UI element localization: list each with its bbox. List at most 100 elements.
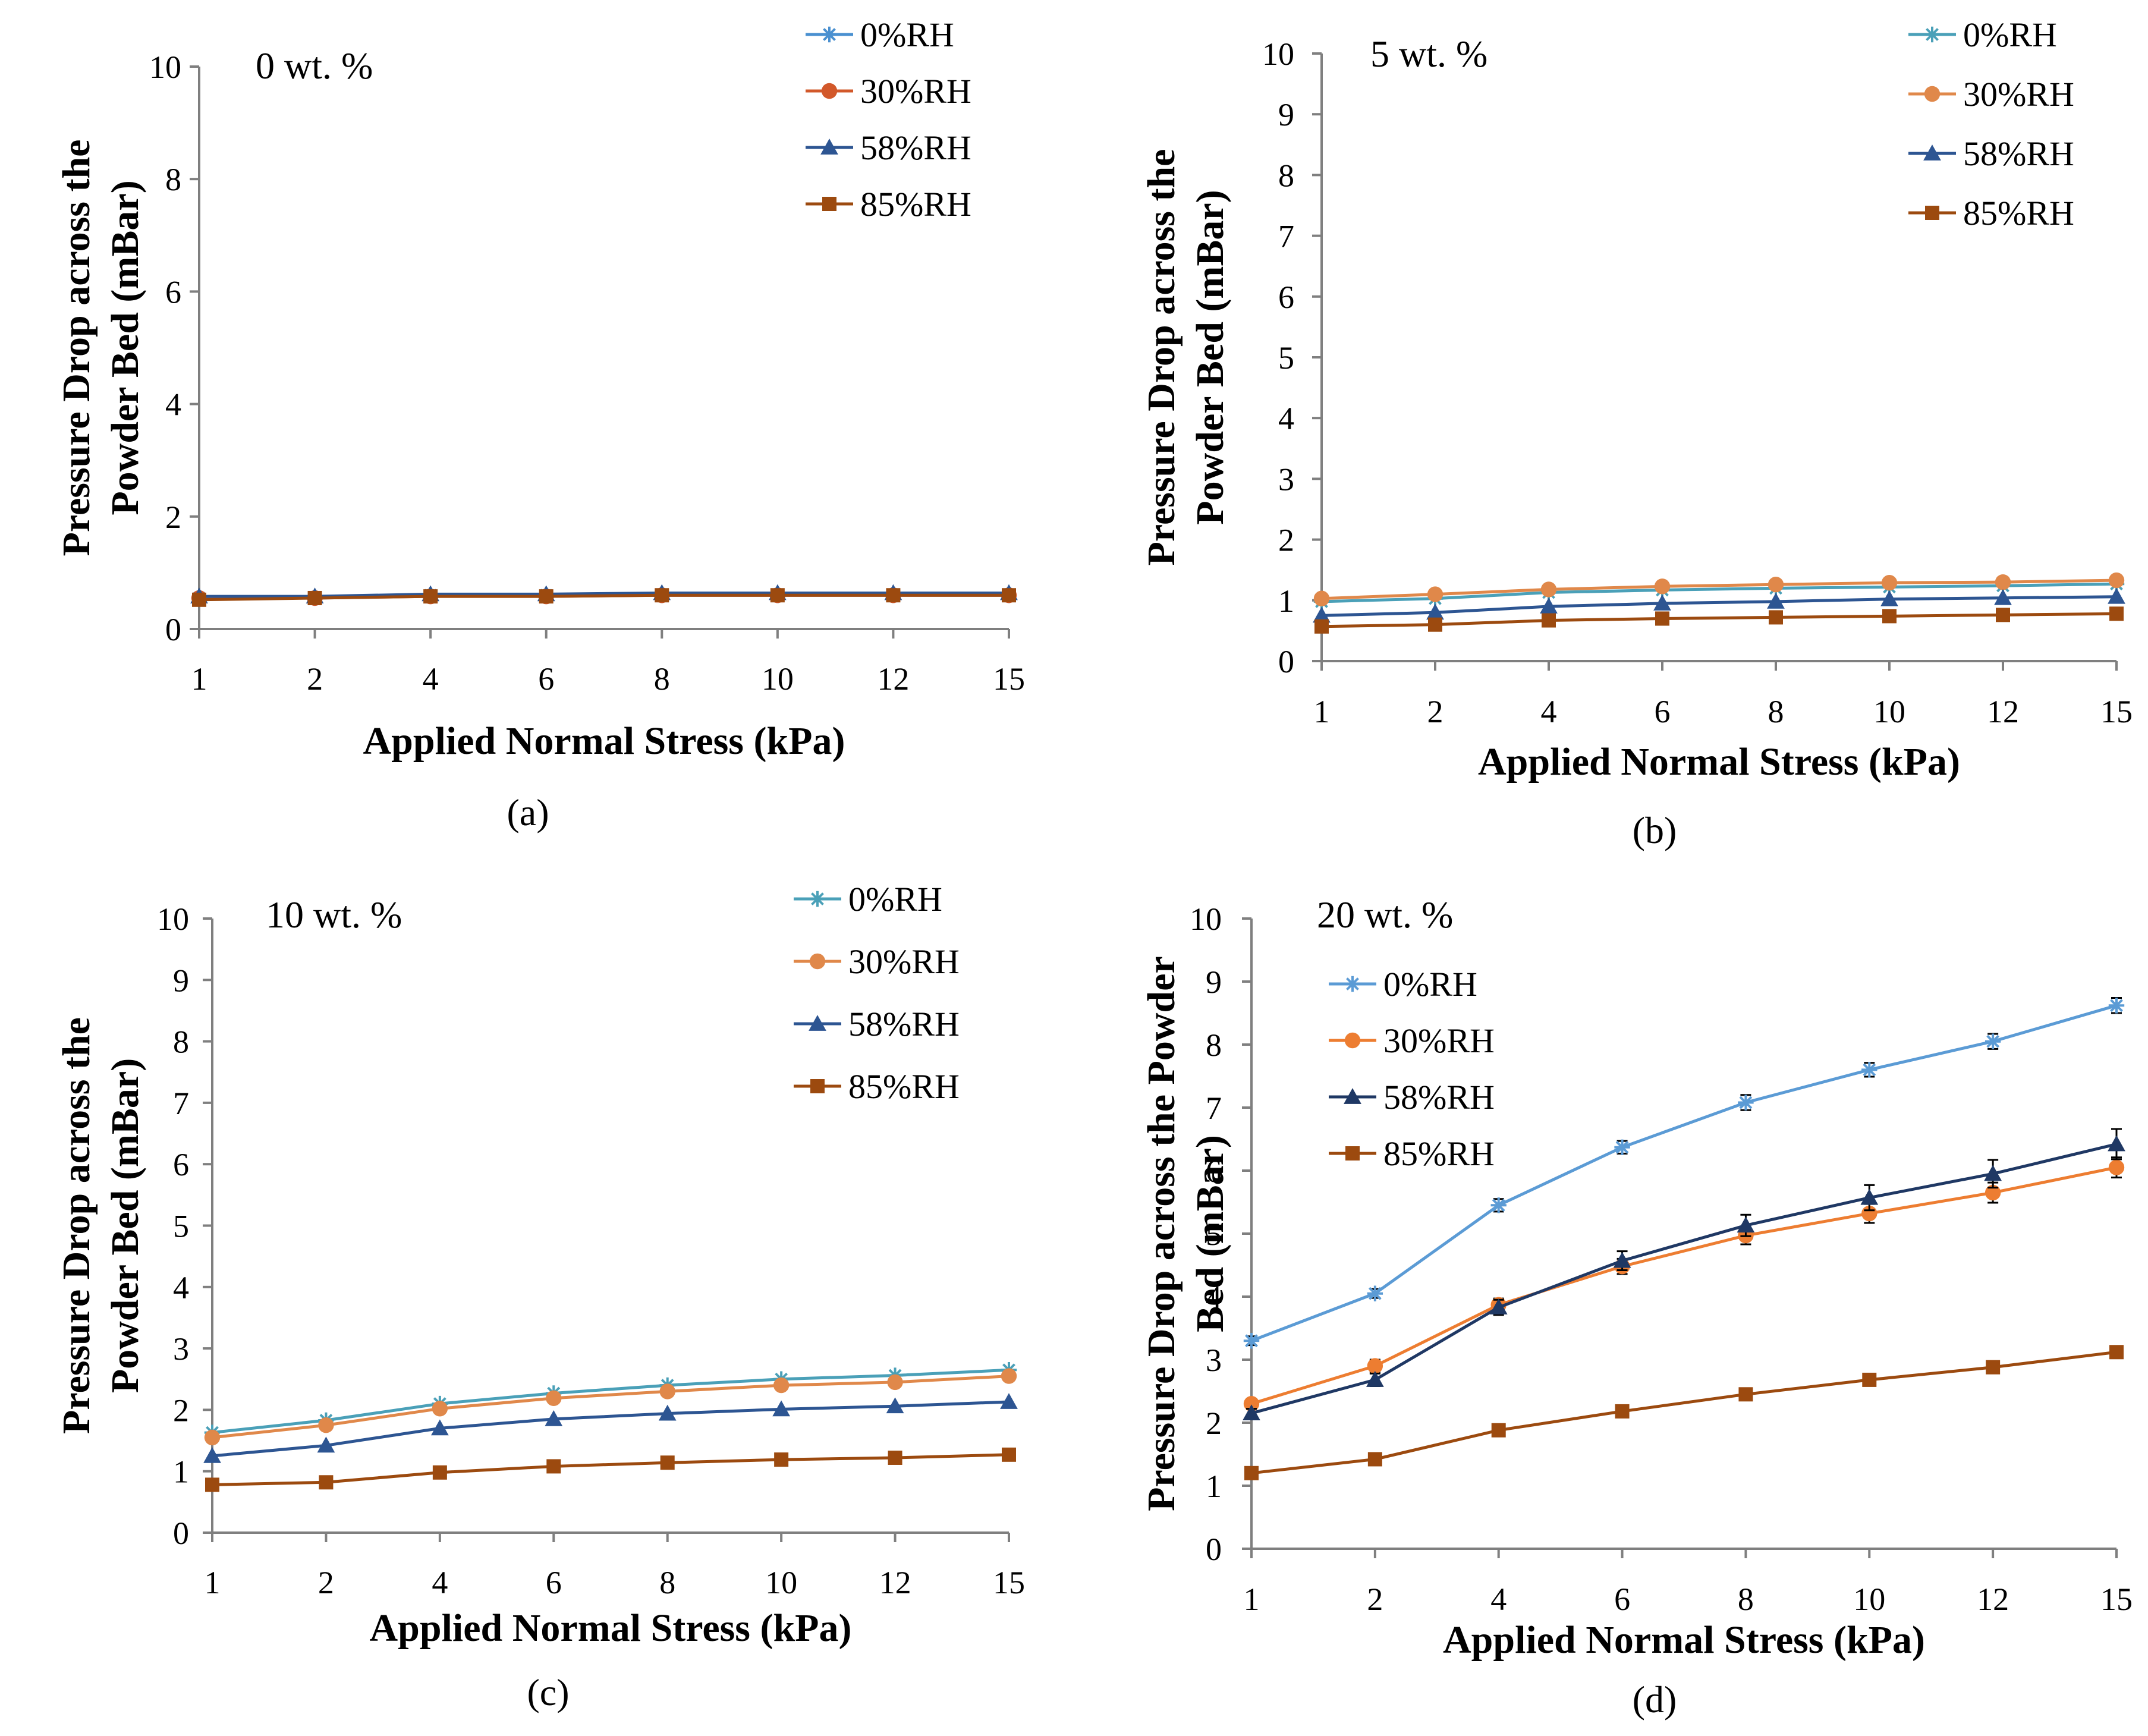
- legend-marker: [809, 953, 826, 970]
- y-axis-title-line: Pressure Drop across the: [1140, 149, 1183, 566]
- y-tick-label: 7: [1206, 1090, 1222, 1126]
- panel-label: (c): [527, 1671, 569, 1713]
- series-line: [212, 1400, 1009, 1458]
- legend-label: 85%RH: [848, 1067, 960, 1106]
- legend-entry: 85%RH: [794, 1067, 960, 1106]
- y-axis-title-line: Pressure Drop across the: [55, 1017, 98, 1434]
- legend-marker: [821, 83, 838, 99]
- series-line: [212, 1368, 1009, 1435]
- panel-label: (a): [507, 791, 549, 834]
- y-tick-label: 2: [1206, 1405, 1222, 1441]
- panel-label: (b): [1633, 809, 1677, 851]
- y-tick-label: 8: [165, 162, 181, 197]
- data-point: [1427, 586, 1443, 602]
- x-tick-label: 1: [205, 1565, 221, 1600]
- y-tick-label: 10: [1190, 901, 1222, 937]
- legend-entry: 30%RH: [794, 942, 960, 981]
- y-tick-label: 8: [173, 1024, 189, 1060]
- y-tick-label: 3: [173, 1331, 189, 1367]
- y-tick-label: 5: [1206, 1216, 1222, 1252]
- series-30pct-rh: [204, 1368, 1017, 1446]
- y-tick-label: 9: [1278, 97, 1294, 133]
- data-point: [1860, 1188, 1879, 1205]
- series-line: [1321, 578, 2117, 600]
- x-tick-label: 10: [765, 1565, 797, 1600]
- x-tick-label: 10: [1853, 1581, 1885, 1617]
- data-point: [1738, 1095, 1754, 1111]
- series-85pct-rh: [1314, 606, 2124, 634]
- series-line: [1251, 1350, 2117, 1475]
- y-tick-label: 1: [1206, 1468, 1222, 1504]
- x-tick-label: 4: [1541, 694, 1557, 729]
- legend-entry: 0%RH: [806, 15, 954, 54]
- y-tick-label: 6: [1278, 279, 1294, 315]
- legend-label: 30%RH: [1963, 75, 2074, 114]
- y-tick-label: 6: [165, 274, 181, 310]
- y-tick-label: 1: [173, 1454, 189, 1490]
- x-tick-label: 2: [1367, 1581, 1383, 1617]
- data-point: [774, 1452, 789, 1467]
- data-point: [1767, 592, 1785, 609]
- legend-entry: 58%RH: [1908, 134, 2074, 173]
- data-point: [1861, 1062, 1877, 1078]
- legend-marker: [1924, 26, 1941, 43]
- legend-marker: [1344, 1088, 1361, 1104]
- legend-label: 0%RH: [860, 15, 954, 54]
- data-point: [887, 1374, 903, 1391]
- y-tick-label: 0: [165, 612, 181, 647]
- data-point: [2108, 1135, 2125, 1152]
- legend-label: 58%RH: [860, 128, 971, 167]
- x-tick-label: 1: [191, 661, 207, 697]
- y-tick-label: 10: [149, 49, 181, 85]
- data-point: [772, 1400, 791, 1417]
- x-tick-label: 6: [546, 1565, 562, 1600]
- data-point: [1491, 1423, 1506, 1438]
- y-tick-label: 9: [173, 963, 189, 998]
- legend-marker: [1923, 144, 1941, 161]
- data-point: [1367, 1358, 1383, 1374]
- legend-label: 30%RH: [860, 72, 971, 111]
- data-point: [1000, 1393, 1018, 1409]
- legend-marker: [1925, 206, 1939, 220]
- legend-marker: [1344, 976, 1361, 992]
- legend-entry: 0%RH: [794, 880, 942, 919]
- data-point: [1996, 608, 2010, 622]
- legend-entry: 30%RH: [1908, 75, 2074, 114]
- series-line: [212, 1375, 1009, 1439]
- data-point: [1540, 597, 1558, 614]
- y-tick-label: 9: [1206, 964, 1222, 1000]
- y-tick-label: 4: [173, 1270, 189, 1306]
- legend-label: 0%RH: [848, 880, 942, 919]
- legend-label: 30%RH: [848, 942, 960, 981]
- data-point: [307, 590, 322, 605]
- legend-marker: [1344, 1032, 1361, 1049]
- y-axis-title-line: Pressure Drop across the: [55, 140, 98, 556]
- series-line: [1251, 1004, 2117, 1342]
- data-point: [423, 589, 438, 604]
- y-tick-label: 0: [1206, 1531, 1222, 1567]
- y-axis-title-line: Powder Bed (mBar): [103, 1058, 147, 1393]
- panel-label: (d): [1633, 1678, 1677, 1721]
- x-tick-label: 12: [1987, 694, 2019, 729]
- y-tick-label: 10: [1262, 36, 1294, 72]
- legend-label: 58%RH: [1963, 134, 2074, 173]
- data-point: [1614, 1139, 1630, 1155]
- y-tick-label: 2: [173, 1392, 189, 1428]
- legend-entry: 58%RH: [794, 1005, 960, 1043]
- x-axis-title: Applied Normal Stress (kPa): [1443, 1618, 1925, 1662]
- y-tick-label: 4: [1206, 1279, 1222, 1315]
- legend-marker: [809, 1015, 826, 1031]
- legend-label: 85%RH: [860, 185, 971, 224]
- data-point: [1367, 1452, 1382, 1467]
- data-point: [1313, 590, 1330, 606]
- y-tick-label: 0: [1278, 644, 1294, 680]
- legend-label: 30%RH: [1383, 1021, 1495, 1060]
- y-tick-label: 6: [1206, 1153, 1222, 1189]
- data-point: [1738, 1387, 1753, 1402]
- legend-entry: 58%RH: [1329, 1078, 1495, 1117]
- data-point: [1985, 1033, 2001, 1049]
- legend-marker: [1345, 1146, 1360, 1161]
- data-point: [1002, 1447, 1016, 1462]
- y-tick-label: 8: [1278, 158, 1294, 193]
